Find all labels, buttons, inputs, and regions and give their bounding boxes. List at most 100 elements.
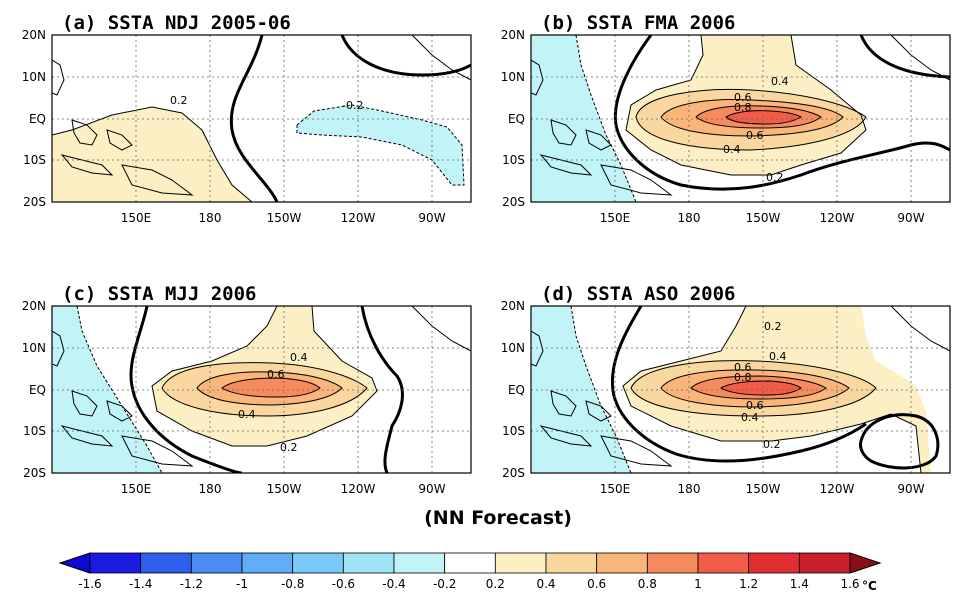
- panel-d-label-5: 0.4: [741, 411, 759, 424]
- panel-d-label-2: 0.8: [734, 371, 752, 384]
- lat-tick-d-2: EQ: [508, 383, 525, 397]
- panel-a-label-1: -0.2: [342, 99, 363, 112]
- panel-b-lon-ticks: 150E 180 150W 120W 90W: [600, 211, 925, 225]
- lat-tick-d-3: 10S: [502, 424, 525, 438]
- lon-tick-b-4: 90W: [897, 211, 924, 225]
- panel-d-warm-10: [721, 381, 801, 395]
- colorbar-swatch: [140, 552, 192, 574]
- panel-a-contour-m02: [296, 104, 465, 186]
- colorbar-swatch: [89, 552, 142, 574]
- lon-tick-b-0: 150E: [600, 211, 631, 225]
- lon-tick-c-2: 150W: [267, 482, 302, 496]
- panel-d-label-4: 0.6: [746, 399, 764, 412]
- lon-tick-d-0: 150E: [600, 482, 631, 496]
- colorbar-tick-label: 1.4: [790, 577, 809, 591]
- colorbar-tick-label: -1.4: [129, 577, 152, 591]
- panel-a-cool-tongue: [297, 105, 464, 185]
- panel-c-lon-ticks: 150E 180 150W 120W 90W: [121, 482, 446, 496]
- panel-d-label-3: 0.4: [769, 350, 787, 363]
- panel-d-contours: [622, 306, 922, 473]
- panel-b-lat-ticks: 20N 10N EQ 10S 20S: [501, 28, 525, 209]
- lat-tick-d-1: 10N: [501, 341, 525, 355]
- lat-tick-c-1: 10N: [22, 341, 46, 355]
- panel-c-zero-contour-e: [360, 306, 404, 473]
- panel-d-cold-loop: [859, 413, 940, 470]
- lon-tick-c-4: 90W: [418, 482, 445, 496]
- colorbar-swatch: [190, 552, 243, 574]
- panel-a-lat-ticks: 20N 10N EQ 10S 20S: [22, 28, 46, 209]
- panel-c-cool-region: [52, 306, 162, 473]
- panel-b-label-5: 0.2: [766, 171, 784, 184]
- colorbar-tick-label: -1.6: [78, 577, 101, 591]
- lat-tick-a-3: 10S: [23, 153, 46, 167]
- panel-d-label-1: 0.6: [734, 361, 752, 374]
- panel-c-zero-contour: [129, 306, 243, 473]
- colorbar-min-arrow: [58, 552, 91, 574]
- colorbar-tick-label: 0.2: [486, 577, 505, 591]
- colorbar-swatch: [596, 552, 648, 574]
- panel-c-warm-08: [222, 378, 320, 397]
- colorbar-swatch: [241, 552, 294, 574]
- lat-tick-a-4: 20S: [23, 195, 46, 209]
- panel-c-lat-ticks: 20N 10N EQ 10S 20S: [22, 299, 46, 480]
- lon-tick-b-2: 150W: [746, 211, 781, 225]
- panel-b-cool-edge: [575, 35, 637, 202]
- panel-d-label-6: 0.2: [763, 438, 781, 451]
- panel-c-label-1: 0.6: [267, 368, 285, 381]
- lat-tick-b-4: 20S: [502, 195, 525, 209]
- lat-tick-c-4: 20S: [23, 466, 46, 480]
- panel-d-cool-edge: [570, 306, 632, 473]
- lat-tick-b-1: 10N: [501, 70, 525, 84]
- colorbar-max-arrow: [849, 552, 882, 574]
- colorbar-unit: °C: [862, 579, 877, 593]
- panel-d: (d) SSTA ASO 2006: [501, 283, 951, 496]
- colorbar-tick-label: -1.2: [180, 577, 203, 591]
- colorbar-tick-label: -1: [236, 577, 248, 591]
- panel-d-label-0: 0.2: [764, 320, 782, 333]
- panel-b-label-0: 0.4: [771, 75, 789, 88]
- lat-tick-a-1: 10N: [22, 70, 46, 84]
- colorbar-tick-label: 0.4: [536, 577, 555, 591]
- colorbar-tick-label: -0.2: [433, 577, 456, 591]
- panel-a-title: (a) SSTA NDJ 2005-06: [62, 12, 291, 34]
- colorbar-swatch: [444, 552, 496, 574]
- lon-tick-c-0: 150E: [121, 482, 152, 496]
- lat-tick-b-0: 20N: [501, 28, 525, 42]
- lat-tick-a-2: EQ: [29, 112, 46, 126]
- colorbar-tick-label: 1.2: [739, 577, 758, 591]
- lat-tick-d-0: 20N: [501, 299, 525, 313]
- colorbar-swatch: [292, 552, 344, 574]
- panel-b-label-1: 0.6: [734, 91, 752, 104]
- panel-b-title: (b) SSTA FMA 2006: [541, 12, 735, 34]
- panel-b: (b) SSTA FMA 2006: [501, 12, 951, 225]
- panel-c-label-2: 0.4: [238, 408, 256, 421]
- panel-d-zero-contour: [610, 306, 867, 463]
- panel-d-lat-ticks: 20N 10N EQ 10S 20S: [501, 299, 525, 480]
- lat-tick-c-3: 10S: [23, 424, 46, 438]
- colorbar-swatch: [393, 552, 446, 574]
- panel-b-label-4: 0.4: [723, 143, 741, 156]
- colorbar: -1.6 -1.4 -1.2 -1 -0.8 -0.6 -0.4 -0.2 0.2 0.4 0.6 0…: [58, 552, 882, 593]
- lat-tick-c-0: 20N: [22, 299, 46, 313]
- lon-tick-b-3: 120W: [820, 211, 855, 225]
- colorbar-tick-label: 1.6: [840, 577, 859, 591]
- lon-tick-a-1: 180: [199, 211, 222, 225]
- colorbar-swatch: [798, 552, 851, 574]
- lon-tick-d-3: 120W: [820, 482, 855, 496]
- panel-c-title: (c) SSTA MJJ 2006: [62, 283, 256, 305]
- lon-tick-a-3: 120W: [341, 211, 376, 225]
- lon-tick-d-1: 180: [678, 482, 701, 496]
- panel-a-zero-contour-ne: [340, 35, 471, 77]
- colorbar-tick-label: 0.6: [587, 577, 606, 591]
- colorbar-tick-label: 0.8: [638, 577, 657, 591]
- panel-c-label-0: 0.4: [290, 351, 308, 364]
- lat-tick-b-2: EQ: [508, 112, 525, 126]
- lat-tick-b-3: 10S: [502, 153, 525, 167]
- panel-c-cool-edge: [76, 306, 163, 473]
- lon-tick-a-2: 150W: [267, 211, 302, 225]
- panel-b-warm-10: [726, 110, 801, 124]
- colorbar-tick-label: 1: [694, 577, 702, 591]
- panel-c-contours: [151, 306, 378, 447]
- colorbar-tick-label: -0.8: [281, 577, 304, 591]
